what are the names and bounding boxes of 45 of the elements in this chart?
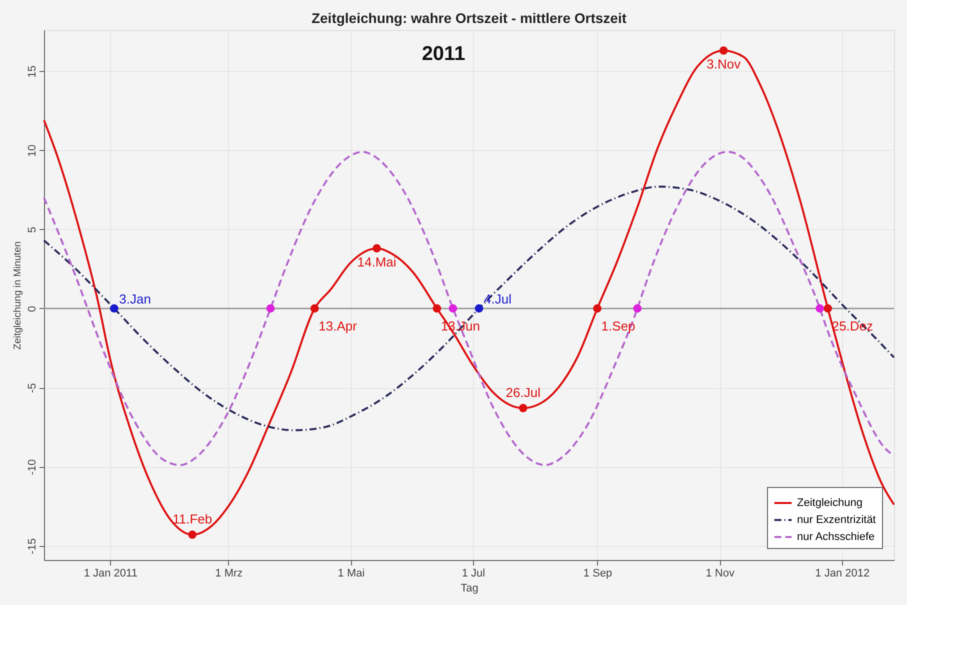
- point: [719, 46, 728, 55]
- y-tick-label: -10: [26, 459, 38, 476]
- annotation: 11.Feb: [172, 512, 212, 527]
- annotation: 2011: [422, 43, 466, 65]
- annotation: 3.Nov: [706, 56, 742, 72]
- y-tick-label: 0: [26, 306, 38, 312]
- line-series: [43, 186, 895, 432]
- x-tick-label: 1 Jan 2011: [84, 568, 138, 580]
- y-tick-label: 10: [26, 144, 38, 157]
- legend-label: nur Exzentrizität: [797, 514, 876, 526]
- point: [432, 304, 442, 313]
- point: [824, 304, 832, 313]
- point: [474, 304, 484, 313]
- point: [518, 404, 528, 412]
- x-tick-label: 1 Jan 2012: [815, 568, 870, 580]
- point: [448, 304, 458, 313]
- y-tick-label: -5: [26, 383, 38, 393]
- x-axis-title: Tag: [460, 582, 478, 594]
- legend-label: nur Achsschiefe: [797, 531, 875, 543]
- point: [310, 304, 319, 313]
- point: [816, 304, 824, 313]
- y-tick-label: -15: [26, 538, 38, 554]
- line-series: [43, 150, 895, 466]
- y-tick-label: 5: [26, 226, 38, 233]
- point: [110, 304, 118, 313]
- x-tick-label: 1 Sep: [583, 568, 612, 580]
- annotation: 14.Mai: [357, 254, 396, 270]
- legend-label: Zeitgleichung: [797, 497, 862, 509]
- x-tick-label: 1 Nov: [706, 568, 735, 580]
- x-tick-label: 1 Mai: [338, 568, 365, 580]
- point: [372, 244, 381, 253]
- y-axis-title: Zeitgleichung in Minuten: [12, 241, 24, 350]
- annotation: 26.Jul: [506, 385, 541, 400]
- annotation: 4.Jul: [484, 291, 512, 306]
- point: [633, 304, 642, 313]
- x-tick-label: 1 Mrz: [215, 568, 243, 580]
- chart-title: Zeitgleichung: wahre Ortszeit - mittlere Ortszeit: [311, 10, 627, 26]
- point: [593, 304, 602, 313]
- point: [266, 304, 275, 313]
- x-tick-label: 1 Jul: [462, 568, 486, 580]
- annotation: 13.Apr: [318, 318, 358, 334]
- point: [188, 530, 197, 539]
- y-tick-label: 15: [26, 66, 38, 78]
- annotation: 1.Sep: [601, 318, 636, 334]
- annotation: 3.Jan: [119, 291, 151, 306]
